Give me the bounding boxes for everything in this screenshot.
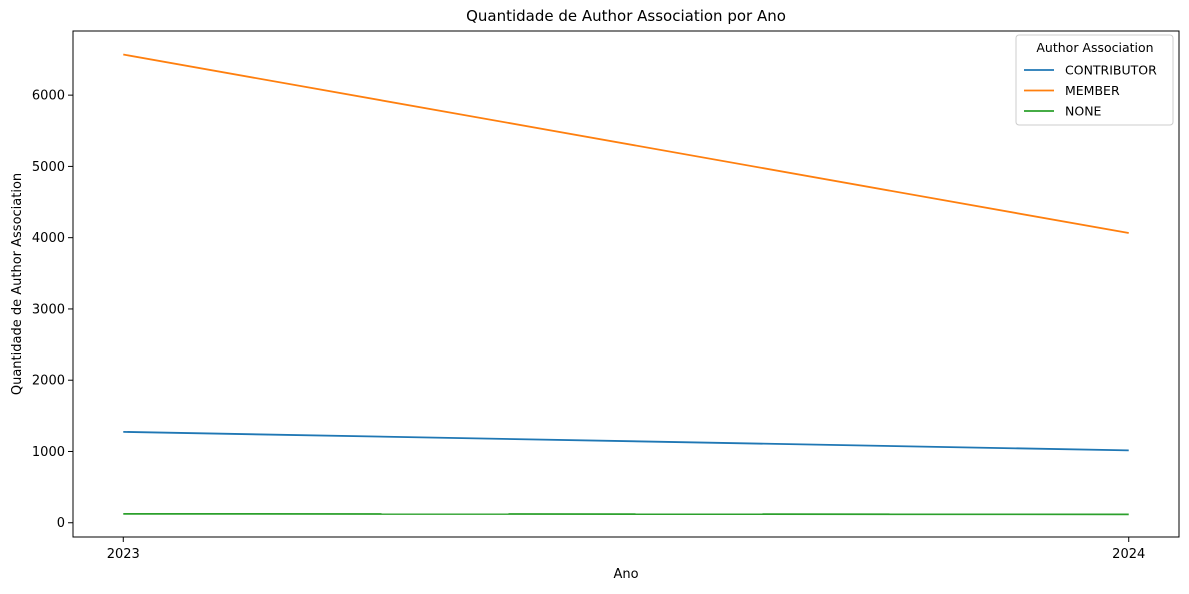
plot-area [73, 31, 1179, 537]
x-axis: 2023 2024 [107, 537, 1146, 562]
y-axis-label: Quantidade de Author Association [10, 173, 25, 395]
legend-label-none: NONE [1065, 104, 1102, 119]
y-tick-label: 6000 [32, 89, 65, 104]
y-tick-label: 2000 [32, 374, 65, 389]
chart-title: Quantidade de Author Association por Ano [466, 7, 786, 25]
y-tick-label: 1000 [32, 445, 65, 460]
legend-label-member: MEMBER [1065, 83, 1120, 98]
y-axis: 0 1000 2000 3000 4000 5000 6000 [32, 89, 73, 532]
x-axis-label: Ano [613, 567, 638, 582]
y-tick-label: 3000 [32, 302, 65, 317]
x-tick-label: 2023 [107, 547, 140, 562]
y-tick-label: 0 [57, 516, 65, 531]
legend-label-contributor: CONTRIBUTOR [1065, 63, 1157, 78]
y-tick-label: 5000 [32, 160, 65, 175]
y-tick-label: 4000 [32, 231, 65, 246]
x-tick-label: 2024 [1112, 547, 1145, 562]
legend: Author Association CONTRIBUTOR MEMBER NONE [1016, 35, 1173, 125]
legend-title: Author Association [1036, 40, 1153, 55]
